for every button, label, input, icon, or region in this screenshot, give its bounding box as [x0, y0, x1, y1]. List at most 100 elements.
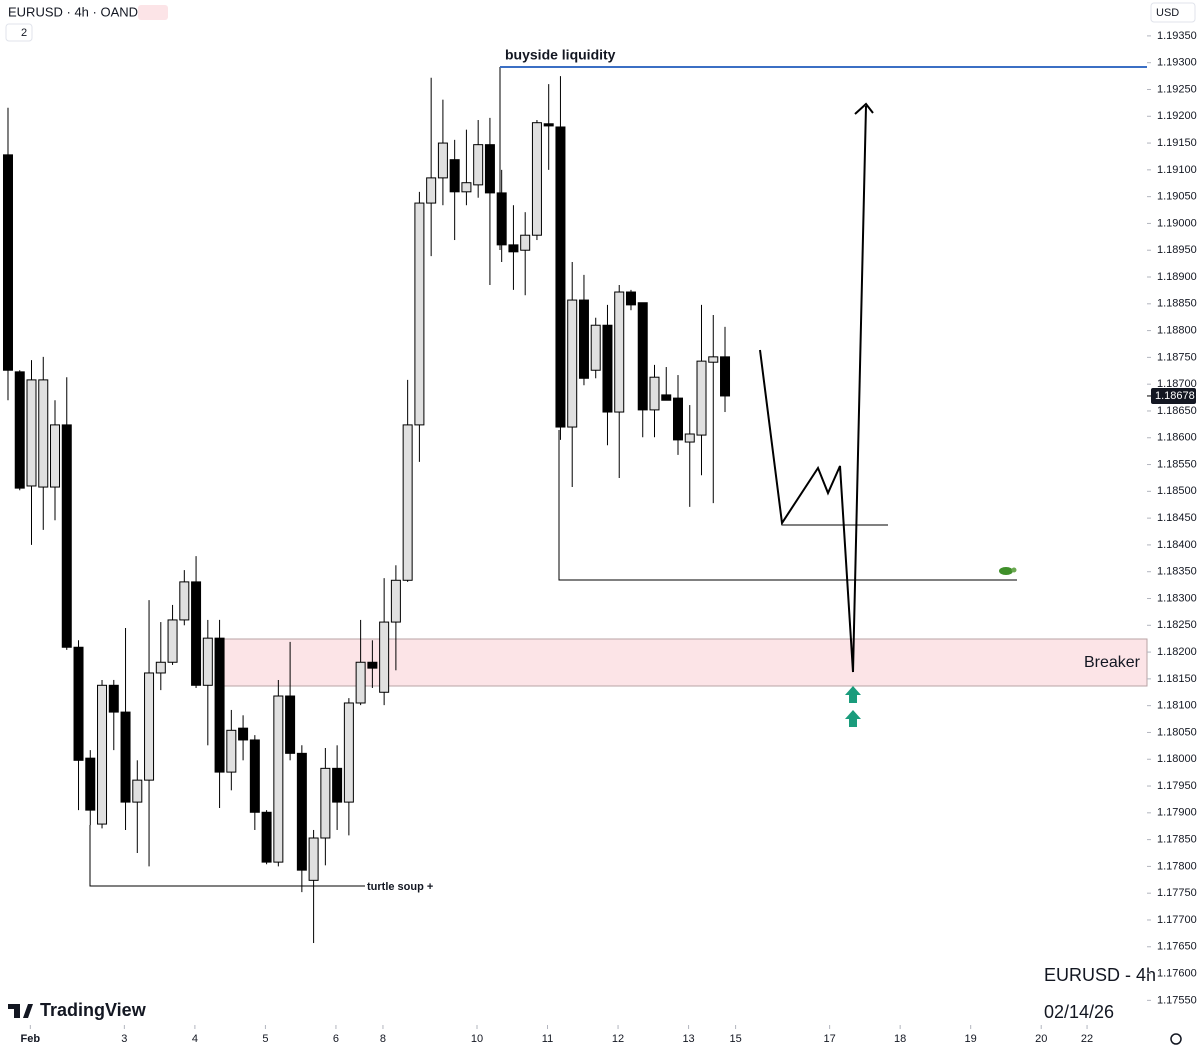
candle-body [14, 371, 25, 489]
candle-body [625, 291, 636, 306]
settings-icon[interactable] [1170, 1033, 1182, 1045]
y-tick-label: 1.18400 [1157, 539, 1197, 551]
candle-body [73, 646, 84, 761]
x-tick-label: 15 [729, 1033, 741, 1045]
candle-body [285, 695, 296, 754]
x-tick-label: 4 [192, 1033, 198, 1045]
y-tick-label: 1.19300 [1157, 57, 1197, 69]
turtle-icon [1011, 567, 1017, 573]
candle-body [120, 711, 131, 803]
candle-body [179, 581, 190, 621]
candles [2, 76, 731, 944]
candle-body [343, 702, 354, 803]
candle-body [449, 159, 460, 193]
drawings-over: buyside liquidity turtle soup + Breaker [367, 47, 1141, 893]
x-tick-label: 3 [121, 1033, 127, 1045]
candle-body [50, 424, 61, 488]
y-tick-label: 1.18300 [1157, 592, 1197, 604]
y-tick-label: 1.17900 [1157, 807, 1197, 819]
candle-body [191, 581, 202, 686]
x-tick-label: 12 [612, 1033, 624, 1045]
y-tick-label: 1.18050 [1157, 726, 1197, 738]
candle-body [555, 126, 566, 428]
candle-body [261, 811, 272, 863]
status-badge [138, 5, 168, 20]
low-level [558, 430, 1017, 581]
candle-body [531, 122, 542, 236]
candle-body [508, 244, 519, 253]
y-tick-label: 1.17850 [1157, 834, 1197, 846]
y-tick-label: 1.18750 [1157, 351, 1197, 363]
symbol-title: EURUSD · 4h · OANDA [8, 4, 147, 19]
candle-body [296, 752, 307, 871]
x-tick-label: 22 [1081, 1033, 1093, 1045]
y-tick-label: 1.19250 [1157, 83, 1197, 95]
x-tick-label: Feb [21, 1033, 41, 1045]
interval-button[interactable] [5, 23, 33, 42]
candle-body [414, 202, 425, 426]
candle-body [214, 637, 225, 773]
candle-body [614, 291, 625, 413]
currency-button[interactable] [1150, 2, 1196, 23]
y-tick-label: 1.18200 [1157, 646, 1197, 658]
turtle-level [89, 825, 365, 887]
candle-body [144, 672, 155, 781]
drawings-under [89, 66, 1148, 887]
y-tick-label: 1.18350 [1157, 566, 1197, 578]
y-tick-label: 1.19350 [1157, 30, 1197, 42]
x-tick-label: 20 [1035, 1033, 1047, 1045]
y-tick-label: 1.18650 [1157, 405, 1197, 417]
candle-body [308, 837, 319, 881]
turtle-icon [999, 567, 1013, 575]
candle-body [155, 661, 166, 674]
candle-body [85, 757, 96, 811]
candle-body [426, 177, 437, 204]
candle-body [708, 356, 719, 363]
candle-body [684, 433, 695, 443]
projection-path [759, 105, 867, 673]
y-tick-label: 1.19150 [1157, 137, 1197, 149]
candle-body [520, 234, 531, 251]
candle-body [38, 379, 49, 488]
candle-body [202, 637, 213, 686]
candle-body [578, 299, 589, 379]
candle-body [590, 324, 601, 371]
x-tick-label: 6 [333, 1033, 339, 1045]
candle-body [496, 192, 507, 246]
candle-body [696, 360, 707, 436]
candle-body [167, 619, 178, 663]
candle-body [273, 695, 284, 863]
candle-body [473, 144, 484, 186]
y-tick-label: 1.18600 [1157, 432, 1197, 444]
x-tick-label: 19 [965, 1033, 977, 1045]
candle-body [379, 621, 390, 693]
candle-body [2, 154, 13, 371]
currency-label: USD [1156, 7, 1179, 19]
candle-body [367, 661, 378, 669]
y-tick-label: 1.18700 [1157, 378, 1197, 390]
candle-body [649, 376, 660, 411]
candle-body [61, 424, 72, 648]
y-tick-label: 1.18800 [1157, 324, 1197, 336]
y-tick-label: 1.19200 [1157, 110, 1197, 122]
candle-body [26, 379, 37, 487]
candle-body [661, 394, 672, 401]
y-tick-label: 1.18850 [1157, 298, 1197, 310]
y-tick-label: 1.17550 [1157, 994, 1197, 1006]
up-arrow [845, 710, 861, 727]
candle-body [97, 684, 108, 825]
arrow-head [854, 102, 874, 115]
y-tick-label: 1.18450 [1157, 512, 1197, 524]
candle-body [543, 123, 554, 127]
x-tick-label: 18 [894, 1033, 906, 1045]
candle-body [461, 182, 472, 193]
buyside-label: buyside liquidity [505, 47, 616, 63]
candle-body [132, 779, 143, 803]
watermark-date: 02/14/26 [1044, 1002, 1114, 1022]
candle-body [402, 424, 413, 581]
candle-body [238, 727, 249, 741]
y-tick-label: 1.17750 [1157, 887, 1197, 899]
brand-name: TradingView [40, 1000, 147, 1020]
y-tick-label: 1.18900 [1157, 271, 1197, 283]
